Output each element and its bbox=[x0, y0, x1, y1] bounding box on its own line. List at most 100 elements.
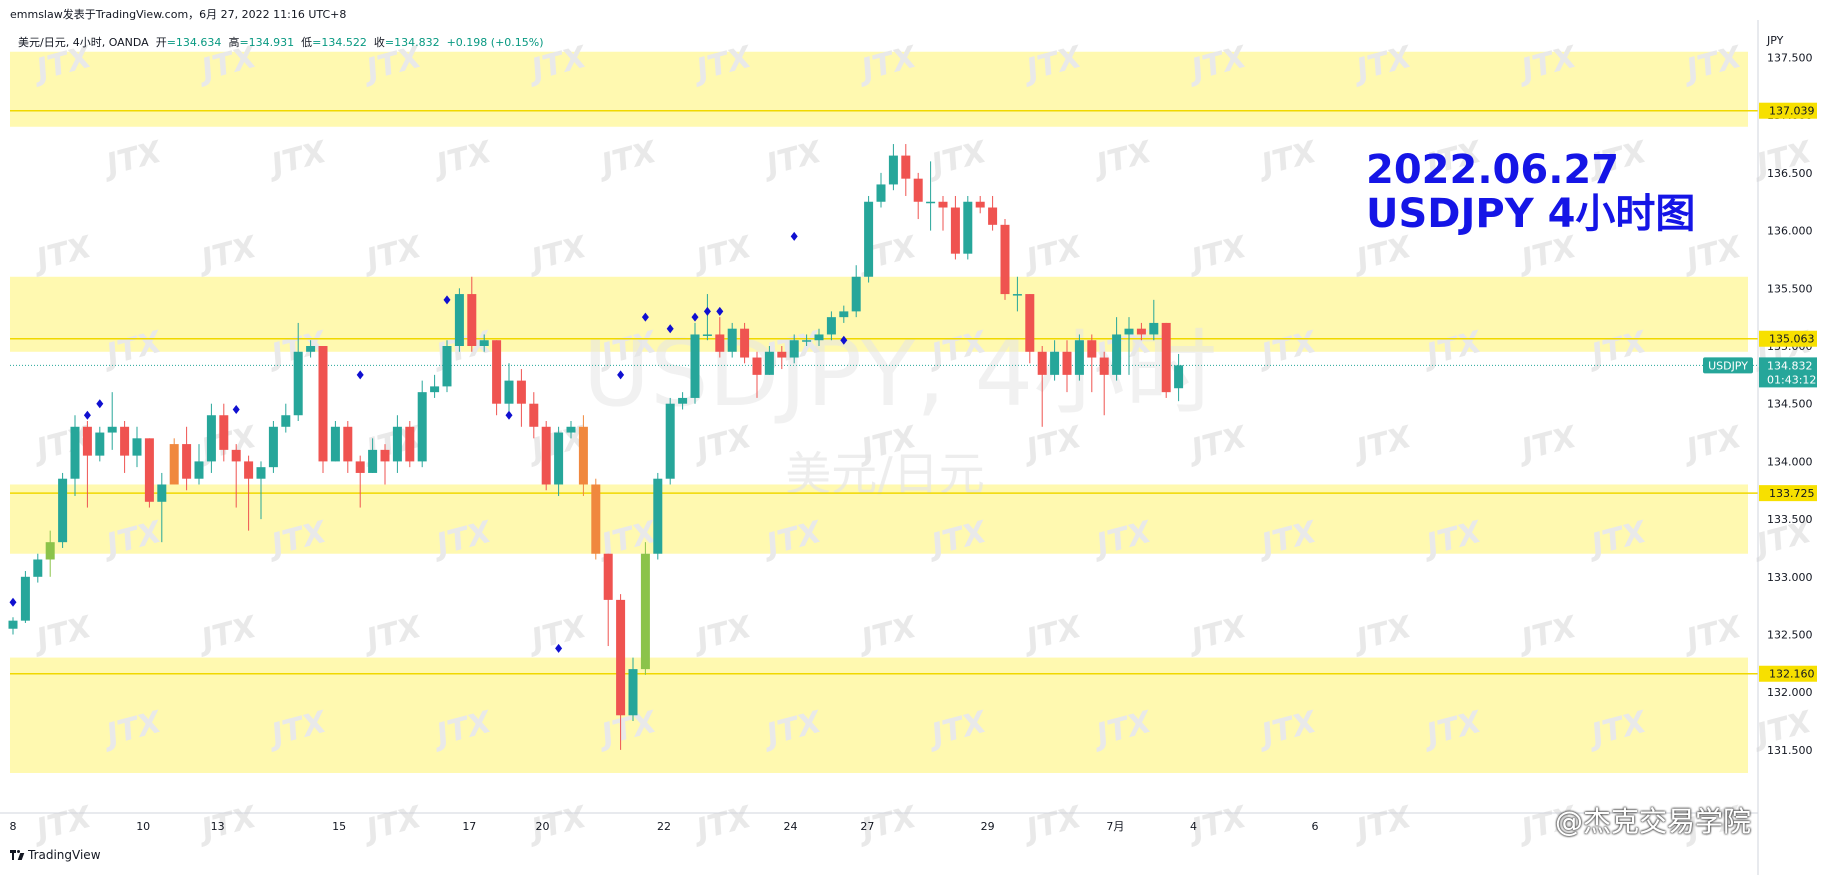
candle[interactable] bbox=[826, 311, 836, 341]
tradingview-brand[interactable]: TradingView bbox=[28, 848, 101, 862]
candle[interactable] bbox=[702, 294, 712, 341]
candle[interactable] bbox=[591, 478, 601, 560]
candle[interactable] bbox=[20, 571, 30, 623]
candle[interactable] bbox=[281, 403, 291, 433]
candle[interactable] bbox=[343, 421, 353, 473]
candle[interactable] bbox=[430, 374, 440, 398]
candle[interactable] bbox=[318, 346, 328, 473]
candle[interactable] bbox=[516, 369, 526, 427]
candle[interactable] bbox=[789, 334, 799, 364]
candle[interactable] bbox=[876, 172, 886, 208]
candle[interactable] bbox=[293, 322, 303, 422]
candle[interactable] bbox=[1136, 322, 1146, 341]
candle[interactable] bbox=[566, 421, 576, 439]
candle[interactable] bbox=[368, 438, 378, 473]
candle[interactable] bbox=[107, 392, 117, 450]
candle[interactable] bbox=[504, 363, 514, 416]
candle[interactable] bbox=[182, 426, 192, 491]
candle[interactable] bbox=[405, 421, 415, 468]
candle[interactable] bbox=[888, 144, 898, 191]
candle[interactable] bbox=[864, 195, 874, 283]
symbol-info-bar[interactable]: 美元/日元, 4小时, OANDA 开=134.634 高=134.931 低=… bbox=[18, 34, 544, 50]
candle[interactable] bbox=[219, 403, 229, 462]
candle[interactable] bbox=[727, 322, 737, 358]
candle[interactable] bbox=[1000, 219, 1010, 300]
candle[interactable] bbox=[1124, 317, 1134, 375]
candle[interactable] bbox=[1112, 317, 1122, 381]
candle[interactable] bbox=[392, 415, 402, 473]
candle[interactable] bbox=[901, 144, 911, 196]
candle[interactable] bbox=[603, 553, 613, 647]
candle[interactable] bbox=[1099, 351, 1109, 416]
candle[interactable] bbox=[442, 340, 452, 393]
candle[interactable] bbox=[169, 438, 179, 485]
candle[interactable] bbox=[1050, 340, 1060, 381]
candle[interactable] bbox=[454, 288, 464, 352]
candle[interactable] bbox=[752, 351, 762, 398]
candle[interactable] bbox=[33, 553, 43, 583]
candle[interactable] bbox=[1174, 353, 1184, 402]
candle[interactable] bbox=[554, 426, 564, 497]
candle[interactable] bbox=[231, 444, 241, 508]
candle[interactable] bbox=[45, 530, 55, 577]
candle[interactable] bbox=[157, 472, 167, 543]
candle[interactable] bbox=[268, 421, 278, 473]
candle[interactable] bbox=[355, 455, 365, 508]
candle[interactable] bbox=[814, 328, 824, 346]
candle[interactable] bbox=[988, 195, 998, 231]
candle[interactable] bbox=[802, 334, 812, 346]
candle[interactable] bbox=[1161, 322, 1171, 398]
candle[interactable] bbox=[417, 380, 427, 468]
candle[interactable] bbox=[578, 415, 588, 497]
candle[interactable] bbox=[120, 421, 130, 473]
candle[interactable] bbox=[690, 322, 700, 404]
candle[interactable] bbox=[640, 542, 650, 675]
candle[interactable] bbox=[1149, 299, 1159, 341]
candle[interactable] bbox=[306, 340, 316, 358]
candle[interactable] bbox=[467, 276, 477, 352]
candle[interactable] bbox=[715, 317, 725, 358]
candle[interactable] bbox=[82, 421, 92, 508]
candle[interactable] bbox=[1074, 334, 1084, 381]
candle[interactable] bbox=[975, 195, 985, 214]
candle[interactable] bbox=[851, 265, 861, 318]
candle[interactable] bbox=[1062, 340, 1072, 393]
candle[interactable] bbox=[1025, 294, 1035, 364]
symbol-name[interactable]: 美元/日元, 4小时, OANDA bbox=[18, 36, 149, 49]
candle[interactable] bbox=[58, 472, 68, 548]
candle[interactable] bbox=[132, 426, 142, 468]
candle[interactable] bbox=[963, 195, 973, 260]
candle[interactable] bbox=[777, 346, 787, 370]
candle[interactable] bbox=[95, 426, 105, 462]
candle[interactable] bbox=[206, 403, 216, 473]
candle[interactable] bbox=[70, 415, 80, 497]
candle[interactable] bbox=[1087, 334, 1097, 393]
candle[interactable] bbox=[628, 657, 638, 722]
tradingview-footer[interactable]: TradingView bbox=[10, 848, 101, 862]
candle[interactable] bbox=[764, 346, 774, 375]
candle[interactable] bbox=[541, 421, 551, 491]
candle[interactable] bbox=[678, 392, 688, 410]
candle[interactable] bbox=[740, 322, 750, 364]
candle[interactable] bbox=[194, 444, 204, 485]
candle[interactable] bbox=[1037, 346, 1047, 427]
candle[interactable] bbox=[665, 397, 675, 485]
candle[interactable] bbox=[616, 594, 626, 750]
candle[interactable] bbox=[839, 305, 849, 323]
candle[interactable] bbox=[653, 472, 663, 560]
candle[interactable] bbox=[144, 438, 154, 508]
candle[interactable] bbox=[926, 161, 936, 231]
candle[interactable] bbox=[380, 444, 390, 485]
candlesticks[interactable] bbox=[8, 144, 1184, 750]
candle[interactable] bbox=[1012, 276, 1022, 312]
candle[interactable] bbox=[330, 421, 340, 462]
candle[interactable] bbox=[913, 172, 923, 220]
candle[interactable] bbox=[938, 195, 948, 231]
candle[interactable] bbox=[8, 617, 18, 635]
candle[interactable] bbox=[479, 334, 489, 352]
candle[interactable] bbox=[256, 461, 266, 520]
candle[interactable] bbox=[529, 392, 539, 439]
candle[interactable] bbox=[244, 455, 254, 531]
candle[interactable] bbox=[950, 195, 960, 260]
